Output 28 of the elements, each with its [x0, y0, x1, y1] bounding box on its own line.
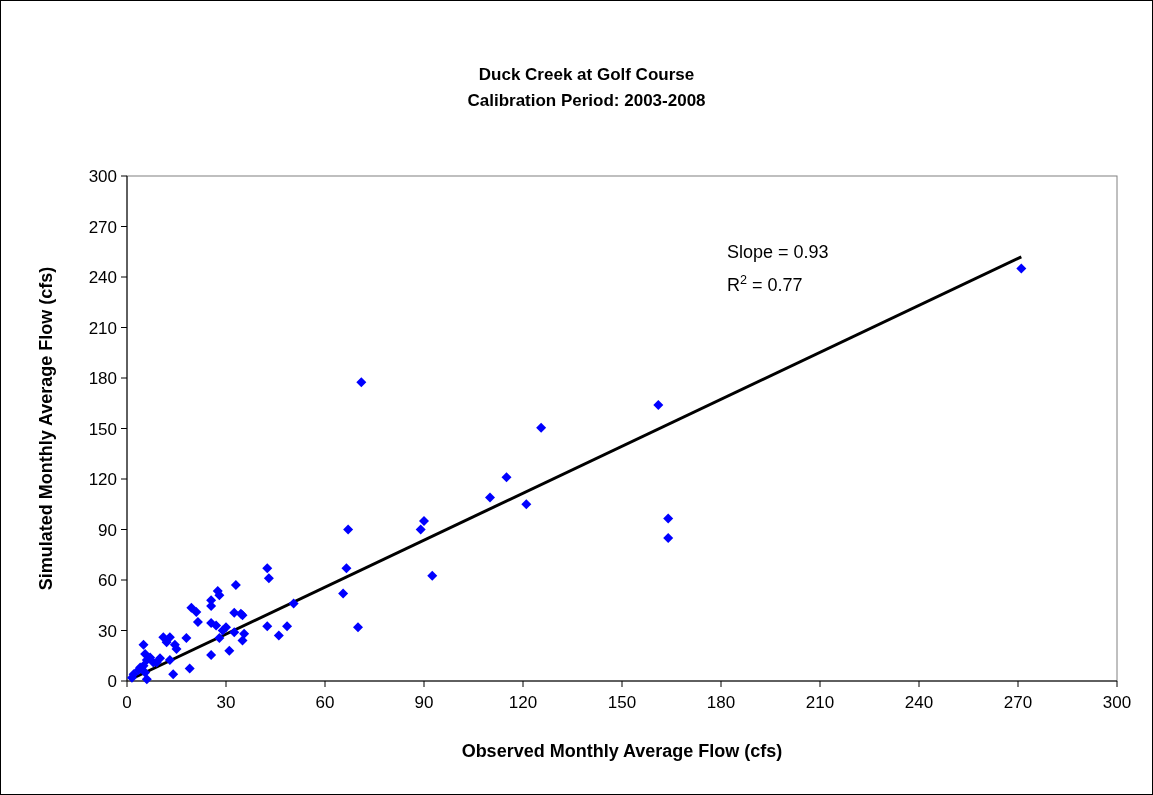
y-axis-title: Simulated Monthly Average Flow (cfs) [36, 266, 56, 591]
y-tick-label: 150 [88, 419, 117, 439]
x-tick-label: 120 [508, 693, 538, 712]
x-tick-label: 300 [1102, 693, 1132, 712]
x-tick-label: 150 [607, 693, 637, 712]
x-tick-label: 90 [414, 693, 434, 712]
y-tick-label: 30 [98, 621, 117, 641]
chart-subtitle: Calibration Period: 2003-2008 [467, 91, 706, 110]
x-tick-label: 30 [216, 693, 236, 712]
x-tick-label: 180 [706, 693, 736, 712]
y-tick-label: 240 [88, 268, 117, 287]
y-tick-label: 300 [88, 167, 117, 186]
y-tick-label: 120 [88, 470, 117, 489]
x-tick-label: 240 [904, 693, 934, 712]
x-tick-label: 270 [1003, 693, 1033, 712]
y-tick-label: 60 [98, 571, 117, 590]
y-tick-label: 180 [88, 369, 117, 388]
x-tick-label: 0 [122, 693, 132, 712]
x-tick-label: 60 [315, 693, 335, 712]
y-tick-label: 210 [88, 318, 117, 338]
y-tick-label: 0 [107, 672, 117, 691]
x-tick-label: 210 [805, 693, 835, 712]
annotation: R$^{2}$ = 0.77 [727, 273, 803, 295]
annotation: Slope = 0.93 [727, 242, 829, 262]
y-tick-label: 90 [98, 520, 117, 540]
y-tick-label: 270 [88, 217, 117, 237]
chart-title: Duck Creek at Golf Course [478, 65, 695, 84]
x-axis-title: Observed Monthly Average Flow (cfs) [461, 741, 783, 761]
